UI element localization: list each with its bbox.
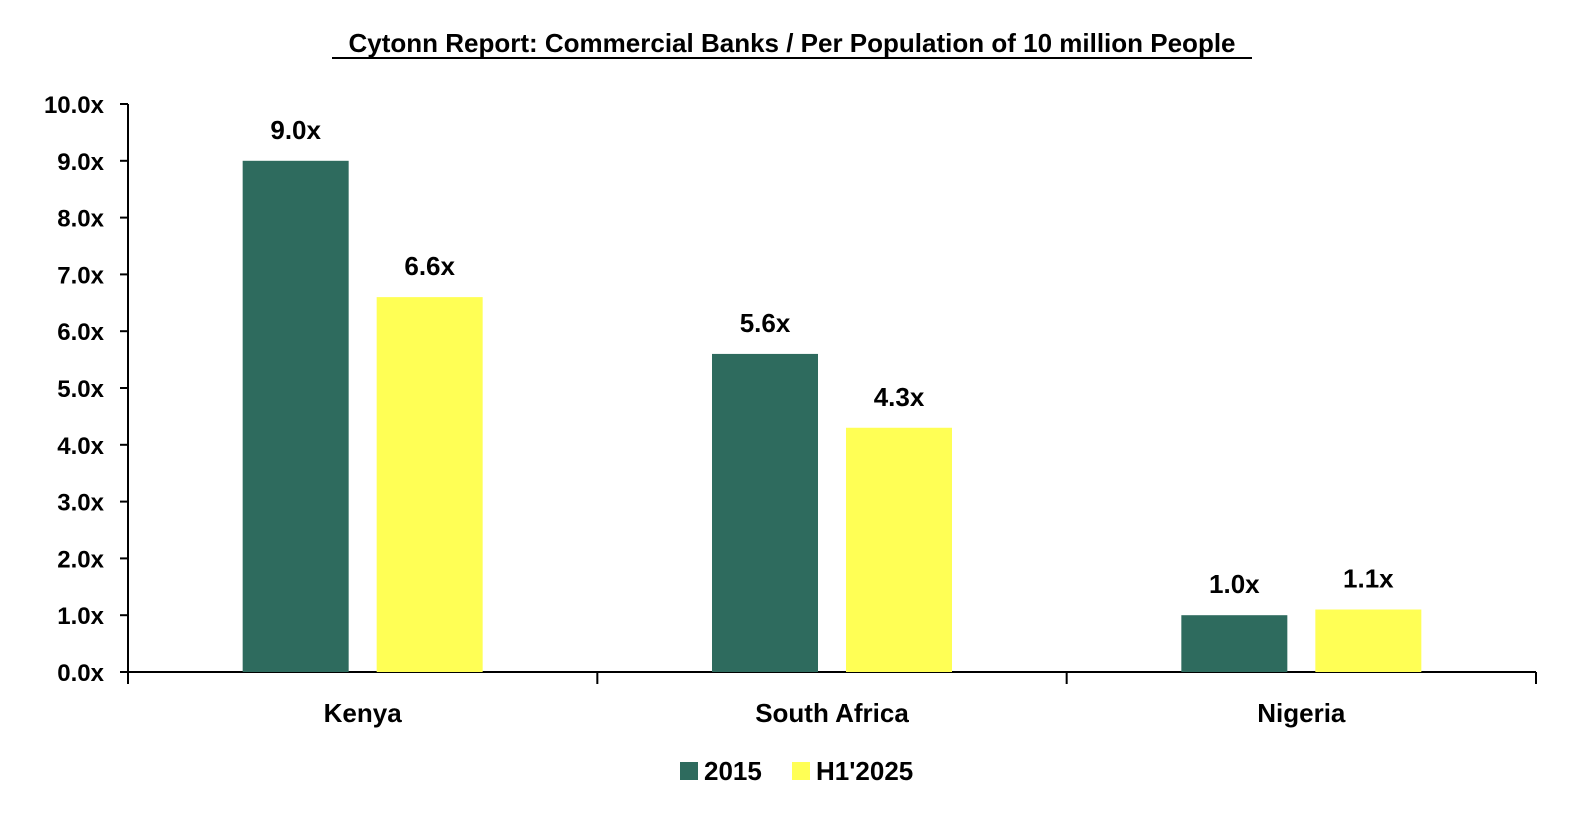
legend: 2015 H1'2025 bbox=[680, 756, 913, 786]
y-tick-label: 4.0x bbox=[57, 433, 104, 460]
y-tick-label: 9.0x bbox=[57, 149, 104, 176]
legend-swatch bbox=[792, 762, 810, 780]
y-tick-label: 8.0x bbox=[57, 206, 104, 233]
data-label: 1.1x bbox=[1343, 564, 1394, 594]
y-tick-label: 6.0x bbox=[57, 319, 104, 346]
y-tick-label: 7.0x bbox=[57, 262, 104, 289]
x-category-label: South Africa bbox=[755, 698, 909, 728]
bar bbox=[1181, 615, 1288, 672]
legend-swatch bbox=[680, 762, 698, 780]
data-labels: 9.0x 6.6x 5.6x 4.3x 1.0x 1.1x bbox=[270, 115, 1394, 599]
bar bbox=[1315, 609, 1422, 672]
data-label: 4.3x bbox=[874, 382, 925, 412]
bars bbox=[242, 160, 1422, 673]
y-tick-label: 3.0x bbox=[57, 490, 104, 517]
data-label: 6.6x bbox=[404, 251, 455, 281]
chart-title: Cytonn Report: Commercial Banks / Per Po… bbox=[348, 28, 1235, 58]
chart-title-group: Cytonn Report: Commercial Banks / Per Po… bbox=[332, 28, 1252, 59]
bar bbox=[846, 427, 952, 672]
x-category-label: Nigeria bbox=[1257, 698, 1346, 728]
y-tick-label: 0.0x bbox=[57, 660, 104, 687]
y-axis: 0.0x 1.0x 2.0x 3.0x 4.0x 5.0x 6.0x 7.0x 8.0x 9.0x… bbox=[44, 92, 129, 687]
y-tick-label: 5.0x bbox=[57, 376, 104, 403]
x-axis: Kenya South Africa Nigeria bbox=[127, 671, 1537, 728]
bar bbox=[712, 353, 818, 672]
x-category-label: Kenya bbox=[324, 698, 403, 728]
y-tick-label: 10.0x bbox=[44, 92, 105, 119]
legend-label: H1'2025 bbox=[816, 756, 913, 786]
y-tick-label: 2.0x bbox=[57, 546, 104, 573]
bar bbox=[376, 297, 483, 672]
data-label: 9.0x bbox=[270, 115, 321, 145]
bar bbox=[242, 160, 349, 673]
data-label: 5.6x bbox=[740, 308, 791, 338]
data-label: 1.0x bbox=[1209, 569, 1260, 599]
legend-label: 2015 bbox=[704, 756, 762, 786]
y-tick-label: 1.0x bbox=[57, 603, 104, 630]
